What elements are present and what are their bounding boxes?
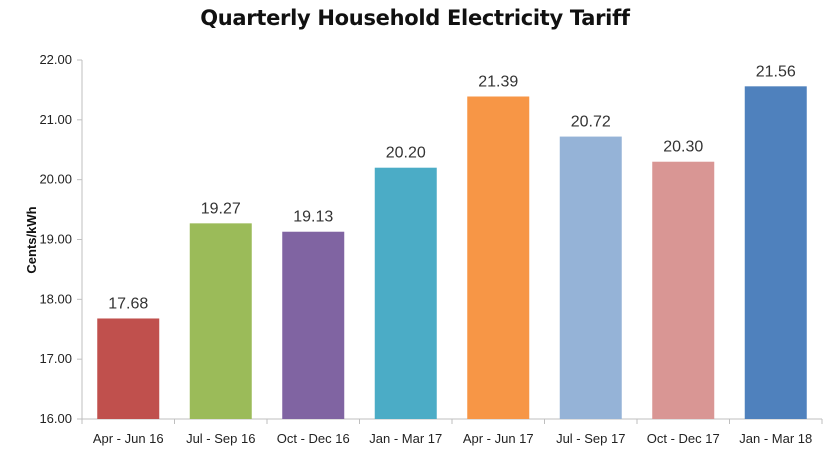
bar [374,167,437,419]
category-label: Jul - Sep 17 [556,431,625,446]
y-tick-label: 21.00 [39,112,72,127]
bar [467,96,530,419]
category-label: Jul - Sep 16 [186,431,255,446]
data-label: 19.13 [293,209,333,226]
bar [559,136,622,419]
data-label: 20.72 [571,114,611,131]
y-tick-label: 20.00 [39,172,72,187]
bar [744,86,807,420]
data-label: 17.68 [108,295,148,312]
bar [652,161,715,419]
category-label: Jan - Mar 18 [739,431,812,446]
bar [97,318,160,419]
y-tick-label: 16.00 [39,411,72,426]
category-labels: Apr - Jun 16 Jul - Sep 16 Oct - Dec 16 Jan … [93,431,812,446]
y-tick-label: 18.00 [39,291,72,306]
category-label: Oct - Dec 17 [647,431,720,446]
bar [189,223,252,419]
category-label: Jan - Mar 17 [369,431,442,446]
data-label: 19.27 [201,200,241,217]
category-label: Apr - Jun 17 [463,431,534,446]
data-label: 20.30 [663,139,703,156]
y-tick-label: 17.00 [39,351,72,366]
x-axis [81,418,823,424]
data-label: 21.39 [478,73,518,90]
data-labels: 17.68 19.27 19.13 20.20 21.39 20.72 20.30 21.56 [108,63,796,312]
y-tick-label: 19.00 [39,232,72,247]
bar [282,231,345,419]
data-label: 21.56 [756,63,796,80]
data-label: 20.20 [386,145,426,162]
y-tick-label: 22.00 [39,52,72,67]
category-label: Apr - Jun 16 [93,431,164,446]
bars [97,86,807,420]
category-label: Oct - Dec 16 [277,431,350,446]
y-axis: 16.00 17.00 18.00 19.00 20.00 21.00 22.00 [39,52,83,426]
y-axis-title: Cents/kWh [24,206,39,273]
chart-title: Quarterly Household Electricity Tariff [200,6,630,30]
